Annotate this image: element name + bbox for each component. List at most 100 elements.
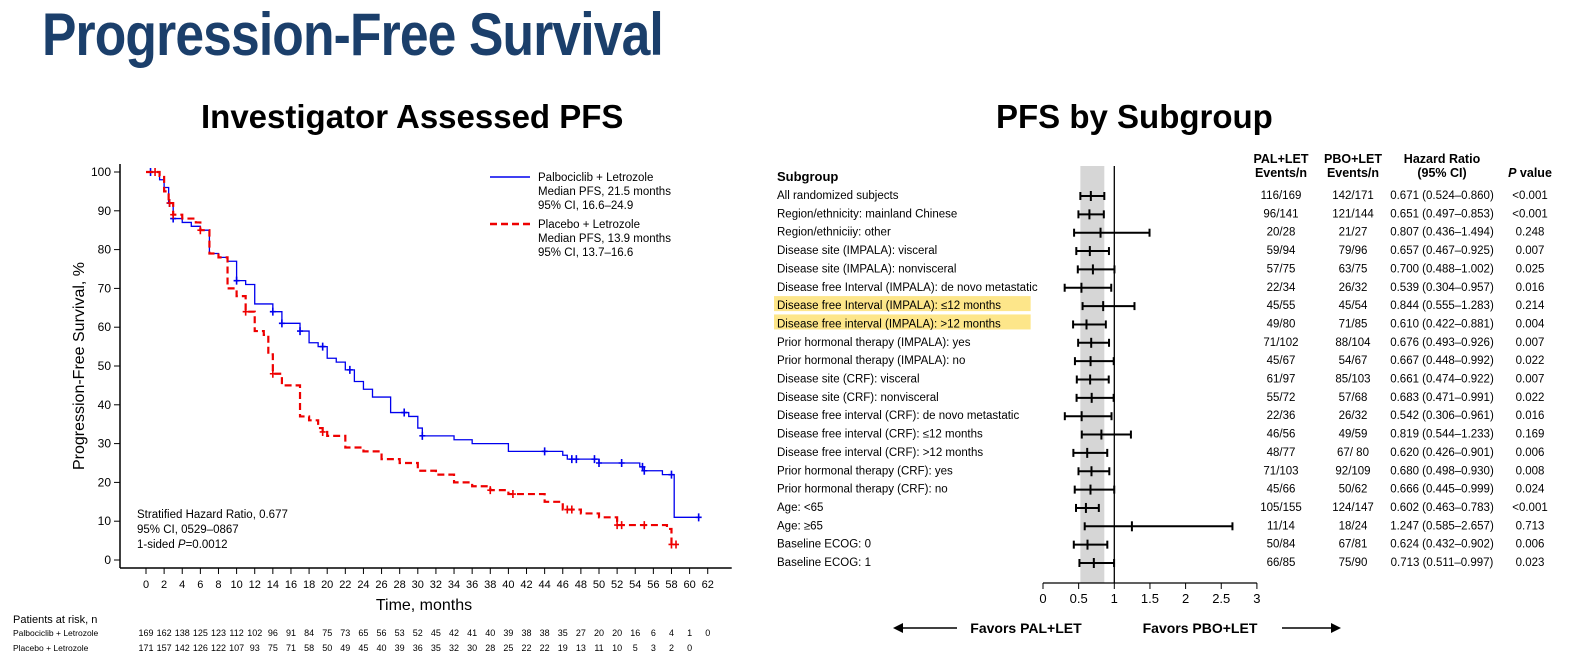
km-censor-mark — [541, 447, 548, 456]
at-risk-row-label: Palbociclib + Letrozole — [13, 628, 99, 638]
at-risk-value: 41 — [467, 628, 477, 638]
km-censor-mark — [618, 459, 625, 467]
km-y-tick-label: 80 — [98, 243, 112, 257]
at-risk-value: 91 — [286, 628, 296, 638]
at-risk-value: 50 — [322, 643, 332, 653]
at-risk-value: 39 — [395, 643, 405, 653]
forest-row-p: 0.023 — [1516, 557, 1545, 569]
favors-left-label: Favors PAL+LET — [970, 620, 1082, 636]
km-censor-mark — [591, 455, 598, 464]
forest-row-pbo: 26/32 — [1339, 410, 1368, 422]
km-y-tick-label: 0 — [104, 553, 111, 567]
km-x-tick-label: 50 — [593, 579, 605, 591]
km-censor-mark — [641, 466, 648, 475]
forest-row-label: Disease free interval (CRF): de novo met… — [777, 410, 1019, 422]
km-x-tick-label: 10 — [230, 579, 242, 591]
km-censor-mark — [269, 369, 276, 378]
at-risk-value: 75 — [268, 643, 278, 653]
forest-row-label: Prior hormonal therapy (IMPALA): no — [777, 355, 965, 367]
km-legend-line: Placebo + Letrozole — [538, 219, 640, 231]
km-censor-mark — [346, 365, 353, 374]
forest-row-p: <0.001 — [1512, 502, 1548, 514]
forest-col-header-pal-line: PAL+LET — [1254, 152, 1309, 166]
forest-x-tick-label: 0 — [1039, 591, 1046, 606]
km-censor-mark — [668, 470, 675, 479]
km-censor-mark — [568, 505, 575, 514]
forest-row-label: Age: ≥65 — [777, 520, 823, 532]
km-series-line-2 — [146, 170, 673, 545]
forest-row-hr: 0.844 (0.555–1.283) — [1390, 300, 1494, 312]
forest-row-pal: 45/55 — [1267, 300, 1296, 312]
forest-row-pbo: 88/104 — [1335, 337, 1371, 349]
km-censor-mark — [278, 319, 285, 328]
at-risk-value: 11 — [594, 643, 603, 653]
forest-row-p: 0.016 — [1516, 282, 1545, 294]
forest-col-header-hr: Hazard Ratio (95% CI) — [1404, 152, 1481, 180]
forest-row-label: Prior hormonal therapy (IMPALA): yes — [777, 337, 971, 349]
forest-row-hr: 0.671 (0.524–0.860) — [1390, 190, 1494, 202]
km-censor-mark — [319, 427, 326, 436]
km-censor-mark — [297, 327, 304, 336]
km-y-tick-label: 20 — [98, 475, 112, 489]
forest-row-pal: 96/141 — [1263, 208, 1298, 220]
forest-col-header-pbo-line: Events/n — [1327, 166, 1379, 180]
km-x-tick-label: 30 — [412, 579, 424, 591]
forest-row-highlight — [774, 314, 1031, 330]
page-title: Progression-Free Survival — [42, 1, 664, 68]
forest-row-pbo: 67/81 — [1339, 539, 1368, 551]
km-censor-mark — [242, 307, 249, 316]
km-y-tick-label: 100 — [91, 165, 111, 179]
km-censor-mark — [573, 455, 580, 464]
at-risk-value: 6 — [651, 628, 656, 638]
at-risk-value: 96 — [268, 628, 278, 638]
forest-row-pbo: 57/68 — [1339, 392, 1368, 404]
at-risk-value: 171 — [138, 643, 153, 653]
at-risk-value: 102 — [247, 628, 262, 638]
at-risk-value: 40 — [485, 628, 495, 638]
km-x-tick-label: 40 — [502, 579, 514, 591]
forest-row-p: 0.025 — [1516, 263, 1545, 275]
forest-x-tick-label: 2.5 — [1212, 591, 1230, 606]
forest-row-label: Disease free Interval (IMPALA): ≤12 mont… — [777, 300, 1001, 312]
km-x-tick-label: 24 — [357, 579, 369, 591]
km-legend-line: 95% CI, 13.7–16.6 — [538, 247, 633, 259]
at-risk-value: 123 — [211, 628, 226, 638]
forest-col-header-pal-line: Events/n — [1255, 166, 1307, 180]
forest-row-label: Disease site (CRF): visceral — [777, 374, 920, 386]
forest-row-p: 0.004 — [1516, 318, 1545, 330]
km-legend-line: 95% CI, 16.6–24.9 — [538, 200, 633, 212]
km-y-tick-label: 40 — [98, 398, 112, 412]
km-x-tick-label: 58 — [665, 579, 677, 591]
at-risk-value: 22 — [522, 643, 532, 653]
forest-row-pal: 59/94 — [1267, 245, 1296, 257]
km-y-tick-label: 90 — [98, 204, 112, 218]
forest-row-pbo: 71/85 — [1339, 318, 1368, 330]
forest-row-pbo: 75/90 — [1339, 557, 1368, 569]
forest-row-label: Baseline ECOG: 0 — [777, 539, 871, 551]
forest-row-pal: 49/80 — [1267, 318, 1296, 330]
forest-row-pal: 48/77 — [1267, 447, 1296, 459]
at-risk-value: 42 — [449, 628, 459, 638]
km-x-tick-label: 46 — [557, 579, 569, 591]
km-x-tick-label: 16 — [285, 579, 297, 591]
at-risk-value: 3 — [651, 643, 656, 653]
forest-row-hr: 0.657 (0.467–0.925) — [1390, 245, 1494, 257]
forest-x-tick-label: 0.5 — [1070, 591, 1088, 606]
at-risk-value: 20 — [612, 628, 622, 638]
forest-col-header-subgroup: Subgroup — [777, 169, 838, 184]
at-risk-value: 2 — [669, 643, 674, 653]
at-risk-value: 157 — [157, 643, 172, 653]
at-risk-value: 169 — [138, 628, 153, 638]
km-x-tick-label: 12 — [249, 579, 261, 591]
at-risk-value: 36 — [413, 643, 423, 653]
at-risk-value: 49 — [340, 643, 350, 653]
forest-row-pal: 22/36 — [1267, 410, 1296, 422]
forest-row-label: Disease free Interval (IMPALA): de novo … — [777, 282, 1038, 294]
km-x-tick-label: 32 — [430, 579, 442, 591]
km-censor-mark — [170, 210, 177, 219]
at-risk-value: 20 — [594, 628, 604, 638]
km-x-tick-label: 6 — [197, 579, 203, 591]
forest-row-pbo: 21/27 — [1339, 227, 1368, 239]
at-risk-value: 125 — [193, 628, 208, 638]
